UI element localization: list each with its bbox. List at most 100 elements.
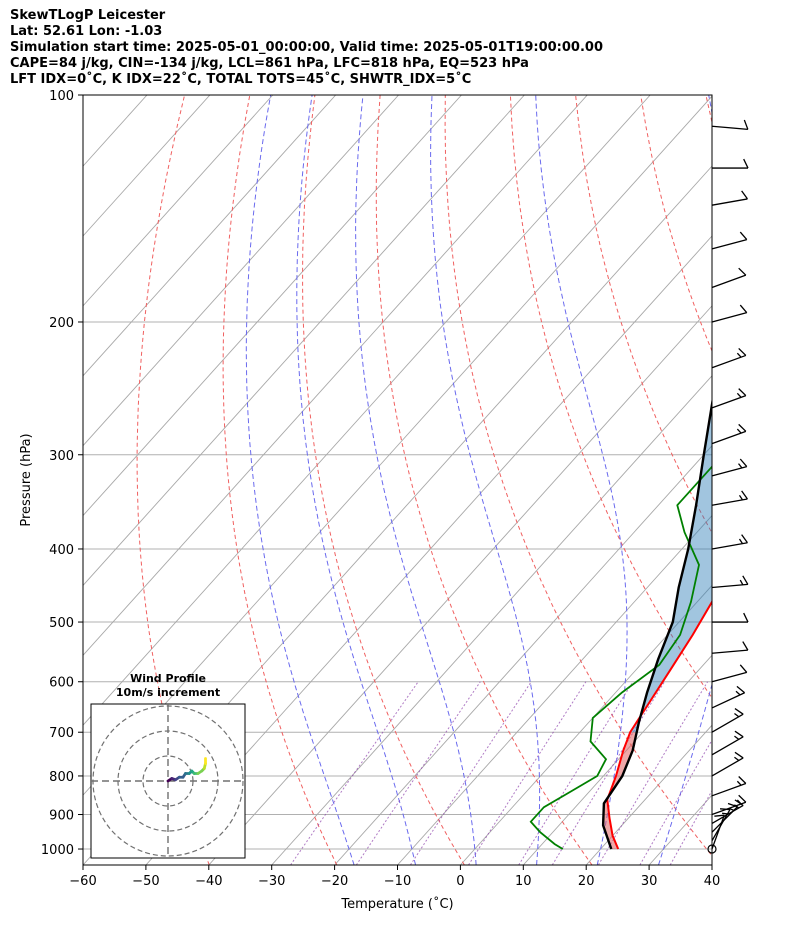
temperature-line <box>606 599 712 850</box>
wind-barb-290 <box>711 423 747 445</box>
wind-barb-450 <box>711 575 749 589</box>
isotherm--30 <box>271 375 712 865</box>
barb-flag-half <box>739 579 744 586</box>
wind-barb-140 <box>711 190 748 206</box>
barb-flag-half <box>734 756 740 761</box>
barb-flag-full <box>742 641 749 651</box>
isotherm--140 <box>83 95 274 307</box>
wind-barb-700 <box>711 708 744 733</box>
barb-flag-full <box>738 794 747 803</box>
barb-flag-half <box>736 780 742 786</box>
chart-header: SkewTLogP Leicester Lat: 52.61 Lon: -1.0… <box>10 8 603 88</box>
barb-staff <box>711 649 748 654</box>
barb-flag-full <box>738 347 747 356</box>
barb-flag-full <box>741 490 748 500</box>
mixing-ratio-4 <box>468 681 587 865</box>
x-tick-label--40: −40 <box>195 874 222 889</box>
wind-barb-160 <box>711 231 748 250</box>
barb-staff <box>711 542 748 550</box>
barb-flag-full <box>738 423 747 432</box>
wind-barb-900 <box>711 794 747 816</box>
location-line: Lat: 52.61 Lon: -1.03 <box>10 24 163 39</box>
barb-flag-half <box>736 428 742 434</box>
wind-barb-650 <box>711 685 746 709</box>
barb-staff <box>711 692 745 709</box>
isotherm-0 <box>460 584 712 865</box>
barb-staff <box>711 736 744 756</box>
hodograph-title: Wind Profile <box>130 672 206 685</box>
wind-barb-230 <box>711 347 747 369</box>
isotherm--130 <box>83 95 337 377</box>
wind-barb-800 <box>711 751 744 777</box>
barb-staff <box>711 801 747 816</box>
moist-adiabat-30 <box>658 95 712 865</box>
dry-adiabat-310 <box>444 95 712 857</box>
dewpoint-line <box>529 465 712 850</box>
shading-upper <box>630 404 712 733</box>
isotherm--100 <box>83 95 525 587</box>
barb-staff <box>711 394 747 409</box>
barb-staff <box>711 583 748 589</box>
x-tick-label-20: 20 <box>578 874 595 889</box>
dry-adiabat-330 <box>509 95 712 699</box>
isotherm--110 <box>83 95 462 517</box>
barb-staff <box>711 238 747 250</box>
wind-barb-350 <box>711 490 748 506</box>
barb-flag-half <box>738 538 744 544</box>
barb-flag-half <box>738 463 743 469</box>
barb-flag-half <box>735 690 741 696</box>
x-tick-label-30: 30 <box>641 874 658 889</box>
barb-staff <box>711 465 747 477</box>
indices-line-1: CAPE=84 j/kg, CIN=-134 j/kg, LCL=861 hPa… <box>10 56 529 71</box>
isotherm-40 <box>711 864 712 865</box>
barb-staff <box>711 198 748 206</box>
barb-flag-full <box>734 730 744 738</box>
y-tick-label-200: 200 <box>49 316 74 331</box>
barb-flag-full <box>741 534 748 544</box>
barb-flag-full <box>741 190 748 200</box>
y-tick-label-900: 900 <box>49 809 74 824</box>
indices-line-2: LFT IDX=0˚C, K IDX=22˚C, TOTAL TOTS=45˚C… <box>10 72 472 87</box>
barb-staff <box>711 814 725 850</box>
x-tick-label--30: −30 <box>258 874 285 889</box>
isotherm-50 <box>775 95 794 865</box>
wind-barb-750 <box>711 730 744 756</box>
axes: −60 −50 −40 −30 −20 −10 0 10 20 30 40 100 200 300 400 5… <box>19 89 720 912</box>
barb-flag-full <box>738 776 747 784</box>
barb-staff <box>711 125 748 130</box>
isotherm-10 <box>522 654 712 865</box>
barb-flag-full <box>743 119 749 130</box>
cape-shading-mid <box>613 732 637 784</box>
wind-barb-320 <box>711 458 748 477</box>
chart-title: SkewTLogP Leicester <box>10 8 166 23</box>
barb-flag-full <box>739 664 748 673</box>
barb-flag-full <box>739 231 748 241</box>
y-tick-label-800: 800 <box>49 770 74 785</box>
barb-flag-half <box>738 494 744 501</box>
wind-barb-180 <box>711 267 747 289</box>
barb-flag-full <box>734 708 744 715</box>
y-tick-label-500: 500 <box>49 616 74 631</box>
isotherm--150 <box>83 95 211 237</box>
mixing-ratio-7 <box>518 681 634 865</box>
x-tick-label-0: 0 <box>456 874 464 889</box>
y-tick-label-100: 100 <box>49 89 74 104</box>
barb-staff <box>711 804 744 825</box>
barb-staff <box>711 274 747 289</box>
barb-flag-half <box>721 812 728 815</box>
dry-adiabat-250 <box>222 95 338 865</box>
dry-adiabat-410 <box>771 95 794 865</box>
dry-adiabat-390 <box>705 95 712 125</box>
parcel-line <box>601 396 712 850</box>
barb-staff <box>711 498 748 506</box>
x-axis-label: Temperature (˚C) <box>340 896 453 912</box>
isotherm--90 <box>83 95 588 657</box>
x-tick-label-40: 40 <box>704 874 721 889</box>
wind-barb-925 <box>711 799 744 825</box>
barb-staff <box>711 782 747 797</box>
moist-adiabat--20 <box>245 95 355 865</box>
hodograph-content <box>91 704 245 858</box>
mixing-ratio-1 <box>355 681 481 865</box>
